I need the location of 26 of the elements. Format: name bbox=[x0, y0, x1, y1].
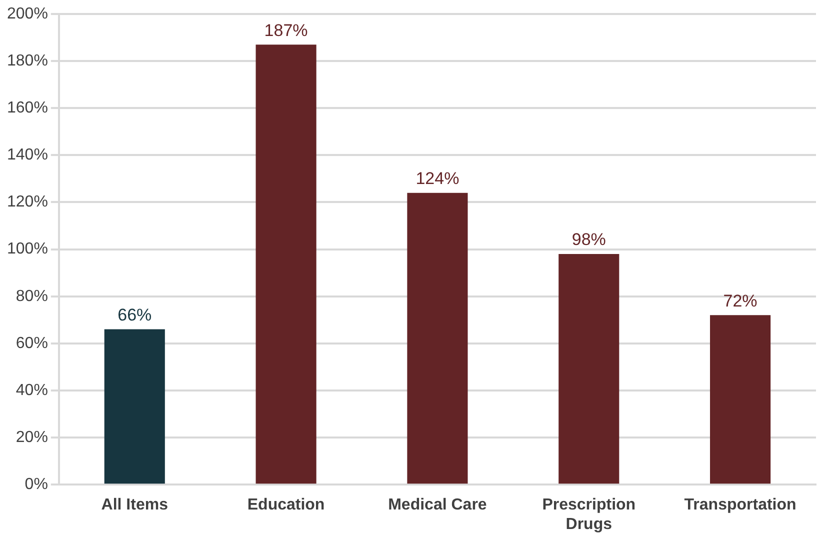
bar bbox=[256, 44, 316, 484]
y-tick-label: 140% bbox=[7, 146, 48, 164]
y-tick-label: 120% bbox=[7, 194, 48, 211]
data-label: 187% bbox=[264, 20, 308, 40]
y-tick-label: 100% bbox=[7, 240, 48, 258]
y-tick-label: 40% bbox=[16, 382, 48, 399]
y-tick-label: 160% bbox=[7, 100, 48, 117]
y-tick-label: 180% bbox=[7, 52, 48, 70]
bar bbox=[104, 329, 165, 484]
x-tick-label: Medical Care bbox=[388, 496, 487, 514]
y-tick-label: 60% bbox=[16, 334, 48, 352]
x-tick-label: Education bbox=[247, 496, 325, 514]
y-tick-label: 20% bbox=[16, 428, 48, 446]
x-tick-label: All Items bbox=[101, 496, 168, 514]
data-label: 72% bbox=[723, 291, 758, 310]
bar bbox=[407, 192, 468, 484]
data-label: 124% bbox=[416, 169, 460, 188]
bar bbox=[558, 254, 620, 484]
x-tick-label: Prescription Drugs bbox=[542, 496, 636, 533]
y-tick-label: 0% bbox=[24, 476, 48, 494]
bar bbox=[710, 315, 771, 484]
y-tick-label: 80% bbox=[16, 288, 48, 305]
y-tick-label: 200% bbox=[7, 5, 48, 22]
x-tick-label: Transportation bbox=[684, 496, 796, 514]
data-label: 98% bbox=[572, 230, 606, 250]
data-label: 66% bbox=[118, 305, 152, 324]
